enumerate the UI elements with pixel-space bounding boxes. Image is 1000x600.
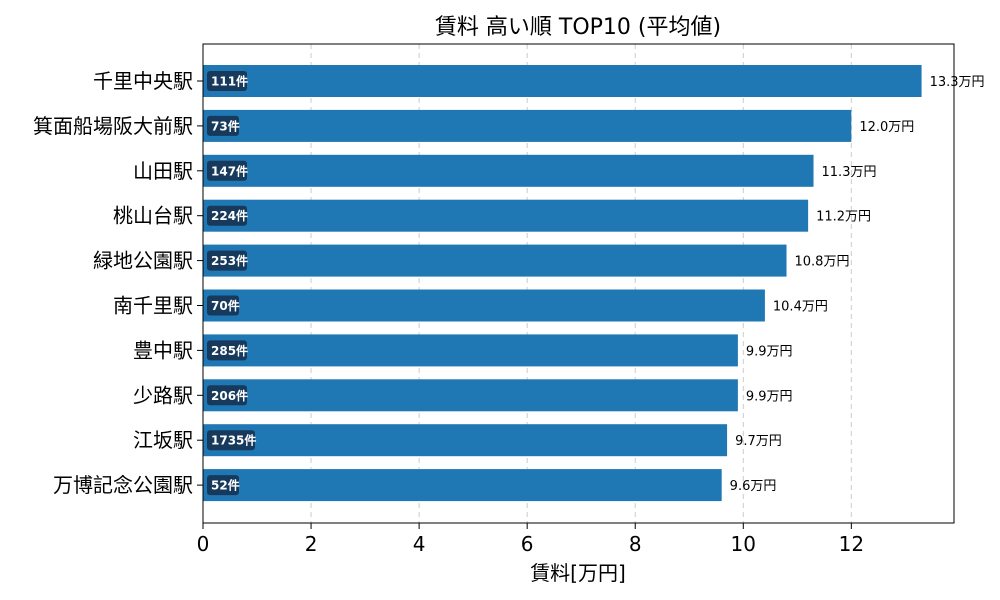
count-label: 147件 <box>211 163 248 178</box>
count-badge <box>207 430 255 451</box>
count-label: 253件 <box>211 253 248 268</box>
count-label: 206件 <box>211 388 248 403</box>
x-tick-label: 2 <box>305 532 318 556</box>
axis-layer: 0 2 4 6 8 10 12 千里中央駅箕面船場阪大前駅山田駅桃山台駅緑地公園駅南千里駅豊中… <box>33 69 864 556</box>
value-label: 11.2万円 <box>816 210 871 225</box>
bar <box>203 289 765 322</box>
bar <box>203 334 738 367</box>
count-label: 111件 <box>211 74 248 89</box>
category-label: 桃山台駅 <box>113 204 193 228</box>
bar <box>203 199 809 232</box>
count-badge <box>207 250 247 271</box>
count-badge <box>207 205 247 226</box>
category-label: 千里中央駅 <box>93 69 193 93</box>
value-label: 12.0万円 <box>859 120 914 135</box>
bar <box>203 469 722 502</box>
count-label: 52件 <box>211 478 240 493</box>
value-label: 9.6万円 <box>730 479 777 494</box>
bar <box>203 154 814 187</box>
category-label: 豊中駅 <box>133 338 193 362</box>
value-label: 10.4万円 <box>773 300 828 315</box>
value-label: 9.7万円 <box>735 434 782 449</box>
bar <box>203 65 922 97</box>
value-label: 10.8万円 <box>795 255 850 270</box>
x-axis-label: 賃料[万円] <box>530 561 626 585</box>
category-label: 万博記念公園駅 <box>53 473 193 497</box>
category-label: 山田駅 <box>133 159 193 183</box>
x-tick-label: 4 <box>413 532 426 556</box>
count-label: 70件 <box>211 298 240 313</box>
count-label: 1735件 <box>211 433 256 448</box>
bar <box>203 109 852 142</box>
x-tick-label: 12 <box>839 532 864 556</box>
count-label: 73件 <box>211 118 240 133</box>
value-label: 9.9万円 <box>746 344 793 359</box>
count-badge <box>207 160 247 181</box>
count-label: 285件 <box>211 343 248 358</box>
chart-title: 賃料 高い順 TOP10 (平均値) <box>435 15 721 40</box>
count-badge <box>207 295 239 316</box>
bar <box>203 424 728 457</box>
plot-frame <box>202 43 955 524</box>
bar <box>203 244 787 277</box>
bar <box>203 379 738 412</box>
value-label: 11.3万円 <box>822 165 877 180</box>
value-label: 13.3万円 <box>930 75 985 90</box>
category-label: 南千里駅 <box>113 294 193 318</box>
category-label: 緑地公園駅 <box>93 249 193 273</box>
count-badge <box>207 385 247 406</box>
count-badge <box>207 475 239 496</box>
x-tick-label: 6 <box>521 532 534 556</box>
value-label: 9.9万円 <box>746 389 793 404</box>
count-badge <box>207 340 247 361</box>
x-tick-label: 10 <box>731 532 756 556</box>
count-badge <box>207 115 239 136</box>
bar-layer: 111件 13.3万円 73件 12.0万円 147件 11.3万円 224件 11.2万円 2… <box>203 65 985 502</box>
count-label: 224件 <box>211 208 248 223</box>
x-tick-label: 8 <box>629 532 642 556</box>
category-label: 江坂駅 <box>133 428 193 452</box>
category-label: 箕面船場阪大前駅 <box>33 114 193 138</box>
x-tick-label: 0 <box>197 532 210 556</box>
count-badge <box>207 71 247 91</box>
category-label: 少路駅 <box>133 383 193 407</box>
